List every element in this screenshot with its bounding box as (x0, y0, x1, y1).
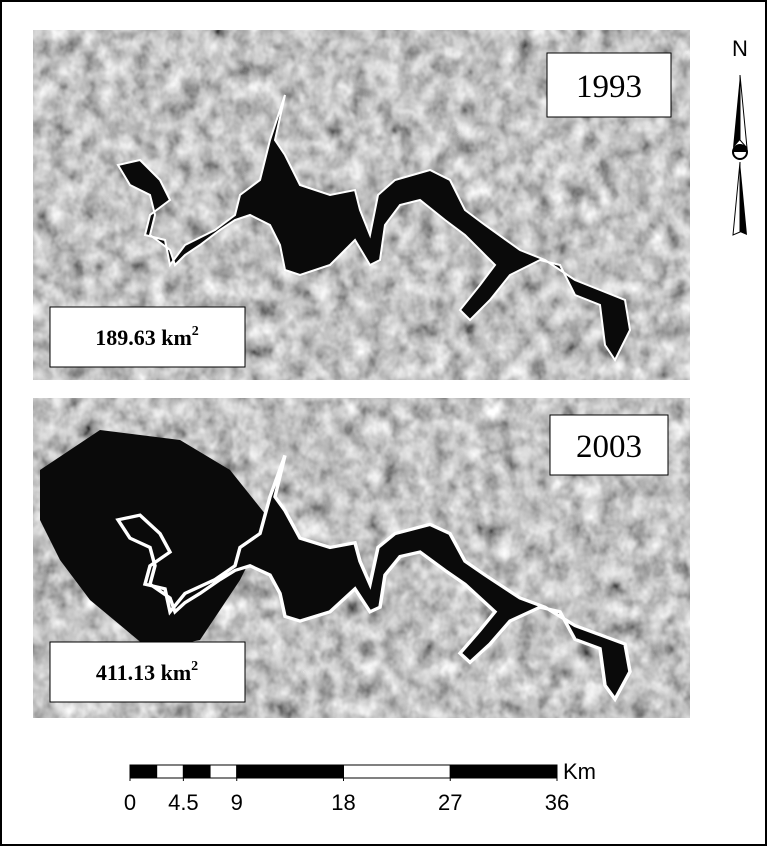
scale-segment (344, 765, 451, 778)
scale-segment (450, 765, 557, 778)
scale-segment (157, 765, 184, 778)
scale-tick-label: 36 (545, 790, 569, 815)
arrow-head (740, 75, 747, 148)
scale-tick-label: 0 (124, 790, 136, 815)
area-exponent: 2 (192, 324, 199, 339)
scale-unit: Km (563, 759, 596, 784)
arrow-head (733, 75, 740, 148)
area-exponent: 2 (191, 659, 198, 674)
area-label: 189.63 km2 (95, 324, 199, 350)
scale-segment (237, 765, 344, 778)
north-arrow: N (732, 36, 748, 235)
area-label: 411.13 km2 (96, 659, 198, 685)
scale-tick-label: 27 (438, 790, 462, 815)
arrow-tail (733, 162, 740, 235)
scale-tick-label: 4.5 (168, 790, 199, 815)
area-value: 411.13 km (96, 660, 191, 685)
scale-segment (210, 765, 237, 778)
scale-bar: 0 4.5 9 18 27 36 Km (124, 759, 596, 815)
figure: 1993 189.63 km2 2003 411.13 km2 N 04.591… (0, 0, 767, 846)
year-label: 2003 (576, 429, 642, 465)
scale-segment (130, 765, 157, 778)
panel-2003: 2003 411.13 km2 (33, 398, 690, 718)
scale-tick-label: 9 (231, 790, 243, 815)
scale-tick-label: 18 (331, 790, 355, 815)
area-value: 189.63 km (95, 325, 192, 350)
year-label: 1993 (576, 69, 642, 105)
arrow-tail (740, 162, 747, 235)
north-label: N (732, 36, 748, 61)
panel-1993: 1993 189.63 km2 (33, 30, 690, 380)
scale-segment (183, 765, 210, 778)
